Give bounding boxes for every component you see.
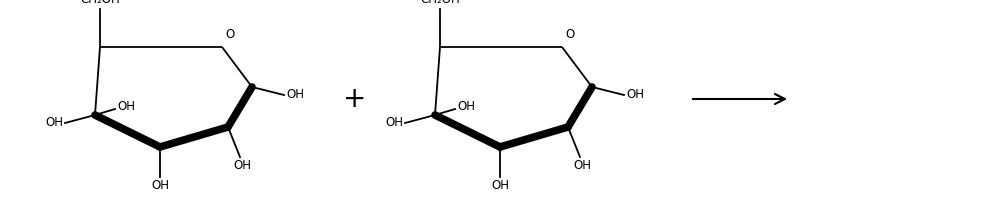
Text: OH: OH bbox=[385, 116, 403, 130]
Text: O: O bbox=[225, 28, 235, 41]
Text: OH: OH bbox=[491, 179, 509, 192]
Text: OH: OH bbox=[117, 100, 135, 113]
Text: OH: OH bbox=[286, 89, 304, 101]
Text: OH: OH bbox=[151, 179, 169, 192]
Text: OH: OH bbox=[233, 159, 251, 172]
Text: CH₂OH: CH₂OH bbox=[420, 0, 460, 6]
Text: CH₂OH: CH₂OH bbox=[80, 0, 120, 6]
Text: OH: OH bbox=[457, 100, 475, 113]
Text: OH: OH bbox=[45, 116, 63, 130]
Text: OH: OH bbox=[573, 159, 591, 172]
Text: O: O bbox=[565, 28, 575, 41]
Text: +: + bbox=[343, 85, 367, 113]
Text: OH: OH bbox=[626, 89, 644, 101]
